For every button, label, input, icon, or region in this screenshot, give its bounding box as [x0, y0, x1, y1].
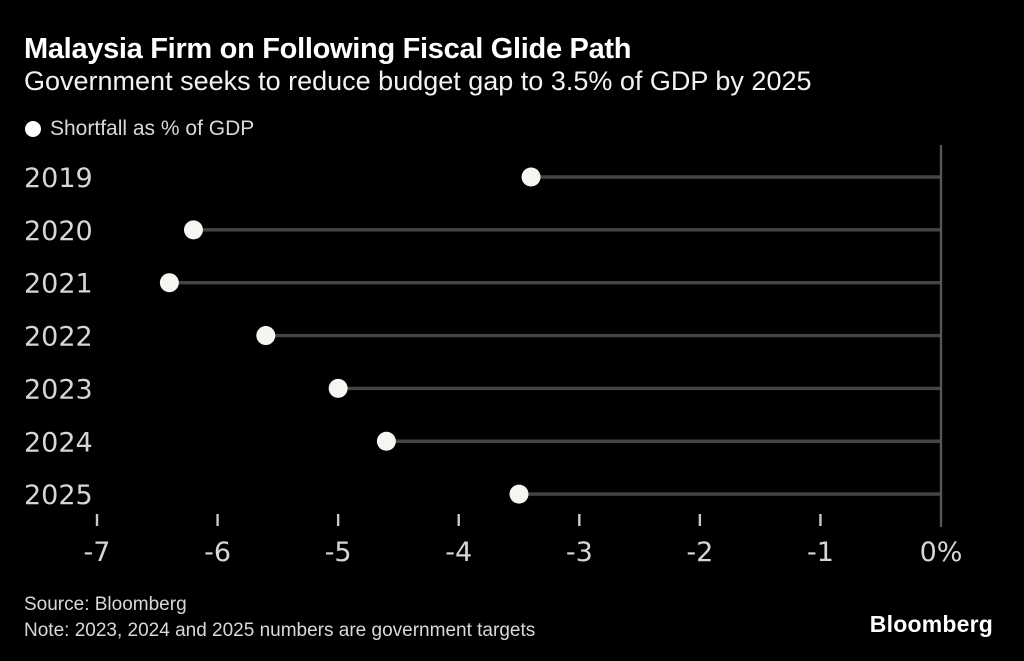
y-axis-category-label: 2020 [24, 216, 93, 247]
legend-dot-icon [25, 121, 41, 137]
x-axis-tick-label: 0% [920, 537, 963, 568]
data-point-dot [509, 484, 529, 504]
chart-subtitle: Government seeks to reduce budget gap to… [24, 66, 812, 96]
data-point-dot [183, 220, 203, 240]
footer: Source: Bloomberg Note: 2023, 2024 and 2… [24, 592, 535, 644]
y-axis-category-label: 2021 [24, 269, 93, 300]
data-point-dot [376, 431, 396, 451]
bloomberg-logo: Bloomberg [869, 611, 993, 637]
y-axis-category-label: 2022 [24, 322, 93, 353]
x-axis-tick-label: -6 [204, 537, 231, 568]
y-axis-category-label: 2019 [24, 163, 93, 194]
chart-title: Malaysia Firm on Following Fiscal Glide … [24, 33, 632, 65]
legend: Shortfall as % of GDP [25, 117, 255, 140]
data-point-dot [256, 326, 276, 346]
data-point-dot [521, 167, 541, 187]
note-text: Note: 2023, 2024 and 2025 numbers are go… [24, 620, 536, 641]
legend-label: Shortfall as % of GDP [50, 117, 255, 140]
x-axis-tick-label: -5 [325, 537, 352, 568]
x-axis-tick-label: -1 [807, 537, 834, 568]
x-axis-tick-label: -3 [566, 537, 593, 568]
y-axis-category-label: 2025 [24, 480, 93, 511]
data-point-dot [159, 273, 179, 293]
source-text: Source: Bloomberg [24, 594, 187, 615]
x-axis-tick-label: -7 [84, 537, 111, 568]
x-axis-tick-label: -4 [445, 537, 472, 568]
y-axis-category-label: 2024 [24, 427, 93, 458]
x-axis-tick-label: -2 [686, 537, 713, 568]
y-axis-category-label: 2023 [24, 374, 93, 405]
data-point-dot [328, 378, 348, 398]
